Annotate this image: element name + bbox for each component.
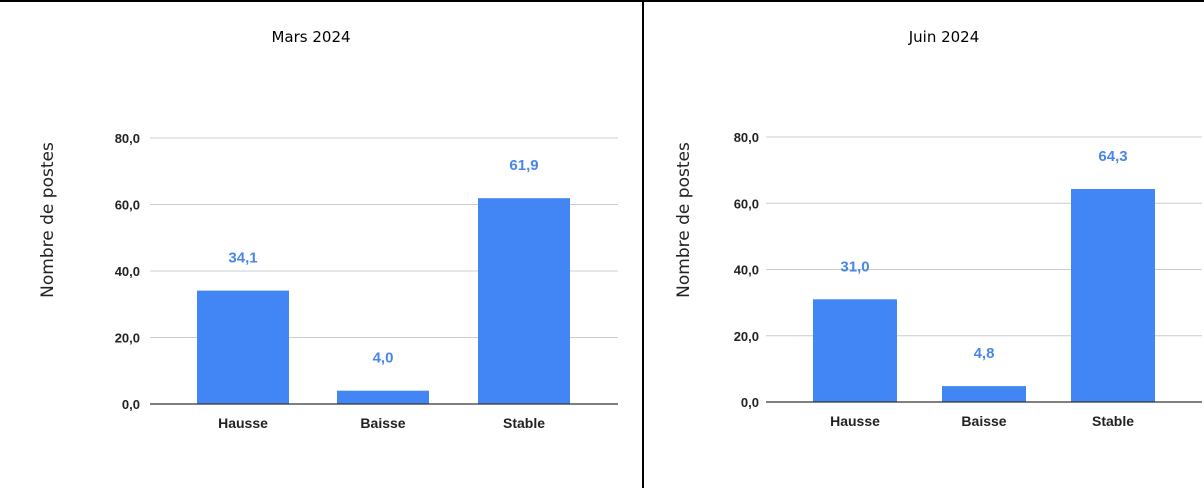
y-tick-label: 60,0 bbox=[115, 198, 140, 213]
chart-panel-juin-2024: 0,0 20,0 40,0 60,0 80,0 31,0 Hausse 4,8 Baisse 64… bbox=[644, 2, 1204, 488]
y-tick-label: 0,0 bbox=[741, 395, 759, 410]
data-label: 4,8 bbox=[974, 345, 995, 362]
y-tick-label: 20,0 bbox=[115, 331, 140, 346]
chart-title: Mars 2024 bbox=[271, 28, 351, 46]
y-tick-label: 80,0 bbox=[115, 131, 140, 146]
y-tick-label: 40,0 bbox=[734, 263, 759, 278]
bar bbox=[337, 390, 429, 404]
data-label: 61,9 bbox=[509, 157, 538, 174]
x-category-label: Hausse bbox=[830, 413, 880, 429]
y-tick-label: 20,0 bbox=[734, 329, 759, 344]
y-tick-label: 0,0 bbox=[122, 397, 140, 412]
bar-chart-juin-2024: 0,0 20,0 40,0 60,0 80,0 31,0 Hausse 4,8 Baisse 64… bbox=[734, 130, 1202, 429]
data-label: 64,3 bbox=[1098, 148, 1127, 165]
x-category-label: Hausse bbox=[218, 415, 268, 431]
bar bbox=[813, 299, 897, 402]
bar bbox=[1071, 189, 1155, 402]
bar bbox=[942, 386, 1026, 402]
x-category-label: Baisse bbox=[360, 415, 405, 431]
data-label: 34,1 bbox=[228, 250, 257, 267]
x-category-label: Stable bbox=[503, 415, 545, 431]
y-axis-title: Nombre de postes bbox=[674, 142, 694, 298]
y-tick-label: 80,0 bbox=[734, 130, 759, 145]
x-category-label: Baisse bbox=[961, 413, 1006, 429]
y-tick-label: 60,0 bbox=[734, 196, 759, 211]
chart-panel-mars-2024: 0,0 20,0 40,0 60,0 80,0 34,1 Hausse 4,0 Baisse 61… bbox=[0, 2, 644, 488]
y-axis-title: Nombre de postes bbox=[38, 142, 58, 298]
bar bbox=[478, 198, 570, 404]
x-category-label: Stable bbox=[1092, 413, 1134, 429]
data-label: 31,0 bbox=[840, 258, 869, 275]
data-label: 4,0 bbox=[373, 350, 394, 367]
chart-title: Juin 2024 bbox=[908, 28, 980, 46]
y-tick-label: 40,0 bbox=[115, 264, 140, 279]
bar-chart-mars-2024: 0,0 20,0 40,0 60,0 80,0 34,1 Hausse 4,0 Baisse 61… bbox=[115, 131, 618, 431]
bar bbox=[197, 290, 289, 404]
